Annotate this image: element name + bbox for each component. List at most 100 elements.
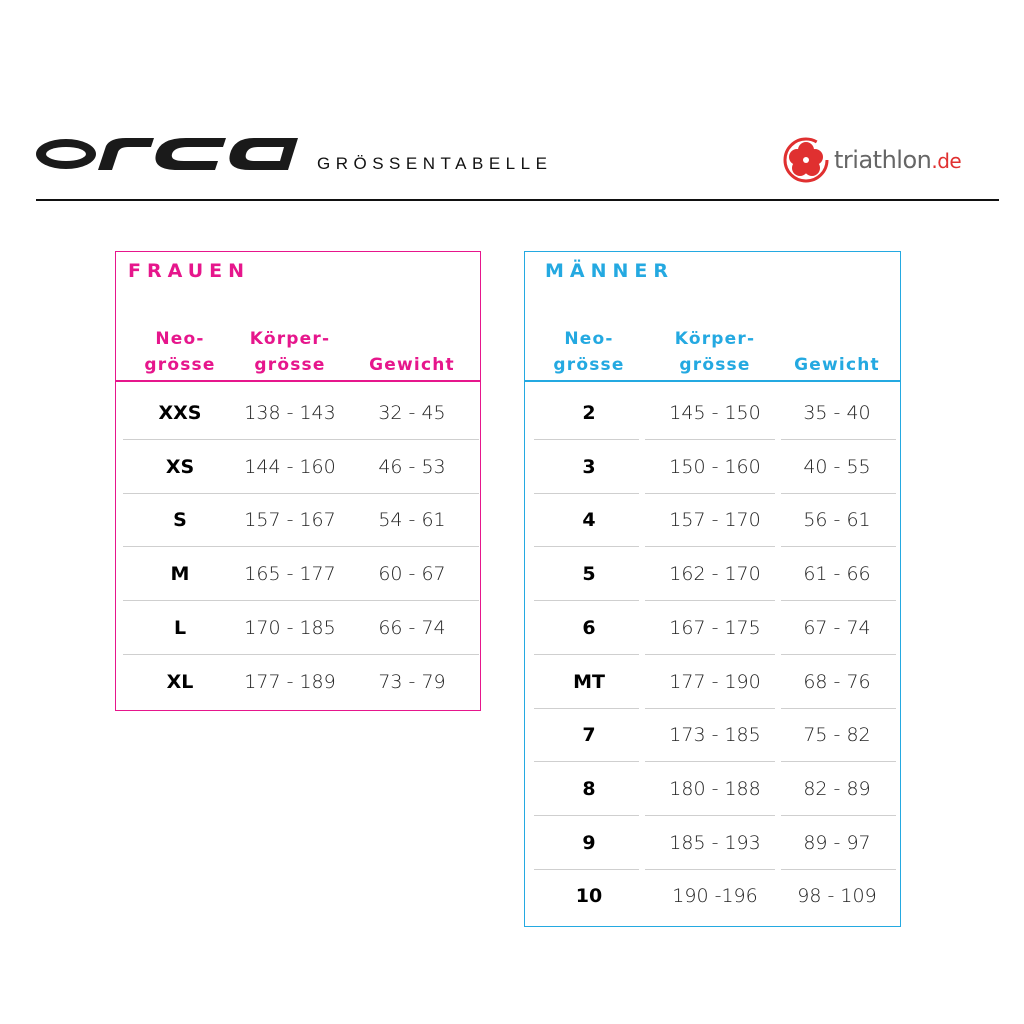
table-row: L 170 - 185 66 - 74 bbox=[116, 601, 480, 655]
table-row: 3 150 - 160 40 - 55 bbox=[525, 440, 900, 494]
table-row: XXS 138 - 143 32 - 45 bbox=[116, 386, 480, 440]
weight-cell: 89 - 97 bbox=[803, 831, 871, 854]
weight-cell: 56 - 61 bbox=[803, 509, 871, 532]
weight-cell: 73 - 79 bbox=[378, 670, 446, 693]
maenner-title: MÄNNER bbox=[545, 260, 675, 282]
table-row: 4 157 - 170 56 - 61 bbox=[525, 493, 900, 548]
table-row: XS 144 - 160 46 - 53 bbox=[116, 440, 480, 494]
weight-cell: 68 - 76 bbox=[803, 670, 871, 693]
table-row: 5 162 - 170 61 - 66 bbox=[525, 547, 900, 602]
row-divider bbox=[534, 814, 639, 816]
frauen-title: FRAUEN bbox=[128, 260, 251, 282]
height-cell: 165 - 177 bbox=[244, 563, 336, 586]
height-cell: 162 - 170 bbox=[669, 563, 761, 586]
size-cell: 2 bbox=[582, 402, 596, 424]
row-divider bbox=[123, 653, 479, 655]
column-header: Körper-grösse bbox=[230, 326, 350, 378]
column-header-line bbox=[782, 326, 892, 352]
header-divider bbox=[116, 380, 480, 382]
row-divider bbox=[781, 868, 896, 870]
height-cell: 185 - 193 bbox=[669, 831, 761, 854]
row-divider bbox=[534, 653, 639, 655]
row-divider bbox=[645, 814, 775, 816]
height-cell: 170 - 185 bbox=[244, 616, 336, 639]
size-cell: MT bbox=[573, 670, 605, 693]
row-divider bbox=[781, 653, 896, 655]
column-header-line: Neo- bbox=[564, 329, 614, 349]
weight-cell: 82 - 89 bbox=[803, 777, 871, 800]
weight-cell: 75 - 82 bbox=[803, 724, 871, 747]
row-divider bbox=[781, 814, 896, 816]
frauen-table: FRAUEN Neo-grösse Körper-grösse Gewicht XX… bbox=[115, 251, 481, 711]
size-cell: XL bbox=[166, 670, 194, 693]
table-row: 6 167 - 175 67 - 74 bbox=[525, 601, 900, 655]
row-divider bbox=[781, 761, 896, 763]
row-divider bbox=[645, 439, 775, 440]
height-cell: 173 - 185 bbox=[669, 724, 761, 747]
row-divider bbox=[781, 707, 896, 709]
weight-cell: 67 - 74 bbox=[803, 616, 871, 639]
column-header-line: Gewicht bbox=[794, 355, 880, 375]
row-divider bbox=[534, 546, 639, 548]
column-header-line: grösse bbox=[144, 355, 216, 375]
row-divider bbox=[781, 492, 896, 494]
row-divider bbox=[534, 600, 639, 602]
row-divider bbox=[645, 653, 775, 655]
size-cell: M bbox=[170, 563, 190, 586]
height-cell: 145 - 150 bbox=[669, 402, 761, 424]
row-divider bbox=[534, 868, 639, 870]
column-header-line: Neo- bbox=[155, 329, 205, 349]
column-header: Gewicht bbox=[782, 326, 892, 378]
row-divider bbox=[781, 546, 896, 548]
weight-cell: 98 - 109 bbox=[797, 885, 877, 908]
row-divider bbox=[645, 761, 775, 763]
row-divider bbox=[645, 546, 775, 548]
size-cell: XXS bbox=[158, 402, 202, 424]
table-row: 7 173 - 185 75 - 82 bbox=[525, 708, 900, 763]
row-divider bbox=[534, 492, 639, 494]
row-divider bbox=[781, 439, 896, 440]
row-divider bbox=[123, 492, 479, 494]
column-header-line: grösse bbox=[254, 355, 326, 375]
row-divider bbox=[123, 600, 479, 602]
header-divider bbox=[525, 380, 900, 382]
table-row: 2 145 - 150 35 - 40 bbox=[525, 386, 900, 440]
size-cell: S bbox=[173, 509, 187, 532]
table-row: XL 177 - 189 73 - 79 bbox=[116, 655, 480, 709]
height-cell: 138 - 143 bbox=[244, 402, 336, 424]
size-cell: 9 bbox=[582, 831, 596, 854]
height-cell: 144 - 160 bbox=[244, 455, 336, 478]
column-header-line: grösse bbox=[679, 355, 751, 375]
height-cell: 190 -196 bbox=[672, 885, 758, 908]
header-divider bbox=[36, 199, 999, 201]
weight-cell: 60 - 67 bbox=[378, 563, 446, 586]
maenner-table: MÄNNER Neo-grösse Körper-grösse Gewicht 2 1… bbox=[524, 251, 901, 927]
table-row: M 165 - 177 60 - 67 bbox=[116, 547, 480, 602]
table-row: S 157 - 167 54 - 61 bbox=[116, 493, 480, 548]
column-header-line: grösse bbox=[553, 355, 625, 375]
table-row: 9 185 - 193 89 - 97 bbox=[525, 816, 900, 870]
row-divider bbox=[534, 761, 639, 763]
column-header-line bbox=[357, 326, 467, 352]
table-row: 8 180 - 188 82 - 89 bbox=[525, 762, 900, 816]
size-cell: 4 bbox=[582, 509, 596, 532]
height-cell: 177 - 189 bbox=[244, 670, 336, 693]
weight-cell: 40 - 55 bbox=[803, 455, 871, 478]
column-header-line: Gewicht bbox=[369, 355, 455, 375]
orca-logo bbox=[36, 138, 298, 170]
height-cell: 177 - 190 bbox=[669, 670, 761, 693]
row-divider bbox=[645, 868, 775, 870]
weight-cell: 54 - 61 bbox=[378, 509, 446, 532]
partner-name: triathlon bbox=[834, 146, 932, 174]
height-cell: 180 - 188 bbox=[669, 777, 761, 800]
size-cell: 6 bbox=[582, 616, 596, 639]
column-header-line: Körper- bbox=[249, 329, 331, 349]
height-cell: 150 - 160 bbox=[669, 455, 761, 478]
triathlon-logo: triathlon.de bbox=[782, 136, 962, 184]
row-divider bbox=[123, 546, 479, 548]
column-header: Neo-grösse bbox=[130, 326, 230, 378]
column-header: Gewicht bbox=[357, 326, 467, 378]
column-header-line: Körper- bbox=[674, 329, 756, 349]
size-cell: 5 bbox=[582, 563, 596, 586]
